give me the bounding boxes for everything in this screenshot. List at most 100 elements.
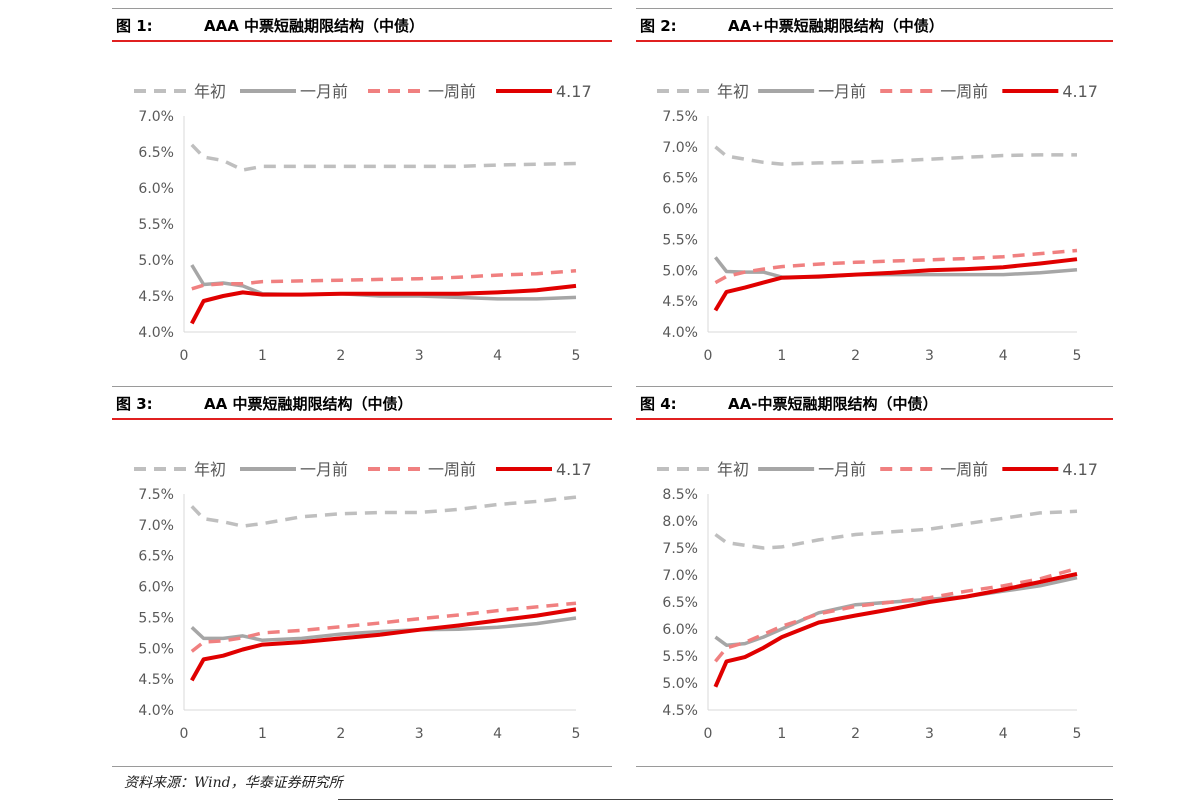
x-tick-label: 3 [925, 726, 934, 742]
y-tick-label: 4.5% [662, 294, 698, 310]
series-line-年初 [714, 145, 1077, 166]
series-line-一月前 [714, 575, 1078, 647]
x-tick-label: 3 [925, 348, 934, 364]
y-tick-label: 5.0% [662, 263, 698, 279]
legend-label: 4.17 [1062, 460, 1098, 479]
line-chart: 年初 一月前 一周前 4.17 4.0% 4.5% 5.0% 5.5% 6.0% 6.5% 7.0%… [656, 82, 1098, 364]
x-tick-label: 0 [180, 726, 189, 742]
legend-label: 年初 [194, 82, 226, 101]
y-tick-label: 6.0% [662, 622, 698, 638]
series-line-一周前 [190, 601, 577, 653]
y-tick-label: 6.5% [138, 145, 174, 161]
y-tick-label: 5.5% [662, 649, 698, 665]
y-tick-label: 8.0% [662, 514, 698, 530]
y-tick-label: 5.0% [138, 253, 174, 269]
chart-title: AA+中票短融期限结构（中债） [728, 17, 944, 35]
y-tick-label: 5.5% [662, 232, 698, 248]
x-tick-label: 1 [777, 348, 786, 364]
series-line-一周前 [714, 248, 1078, 285]
y-tick-label: 4.5% [138, 289, 174, 305]
y-tick-label: 7.5% [138, 487, 174, 503]
y-tick-label: 4.0% [138, 325, 174, 341]
chart-panel-4: 图 4: AA-中票短融期限结构（中债） 年初 一月前 一周前 4.17 4.5% 5.0… [636, 386, 1113, 756]
chart-legend: 年初 一月前 一周前 4.17 [656, 82, 1098, 101]
legend-label: 一月前 [818, 460, 866, 479]
panel-top-rule [112, 8, 612, 9]
chart-title: AAA 中票短融期限结构（中债） [204, 17, 425, 35]
y-tick-label: 7.0% [138, 518, 174, 534]
x-tick-label: 2 [336, 348, 345, 364]
legend-label: 一月前 [300, 82, 348, 101]
x-tick-label: 0 [704, 348, 713, 364]
y-tick-label: 6.5% [138, 549, 174, 565]
y-tick-label: 6.5% [662, 171, 698, 187]
footer-divider-left [112, 766, 612, 767]
legend-label: 4.17 [556, 82, 592, 101]
y-tick-label: 7.0% [138, 109, 174, 125]
y-tick-label: 7.5% [662, 109, 698, 125]
legend-label: 年初 [717, 460, 749, 479]
panel-top-rule [636, 8, 1113, 9]
x-tick-label: 4 [999, 726, 1008, 742]
x-tick-label: 3 [415, 348, 424, 364]
x-tick-label: 1 [777, 726, 786, 742]
x-tick-label: 4 [493, 348, 502, 364]
x-tick-label: 1 [258, 726, 267, 742]
y-tick-label: 5.0% [662, 676, 698, 692]
panel-top-rule [112, 386, 612, 387]
chart-legend: 年初 一月前 一周前 4.17 [656, 460, 1098, 479]
footer-divider-right [636, 766, 1113, 767]
legend-label: 年初 [194, 460, 226, 479]
chart-title: AA 中票短融期限结构（中债） [204, 395, 413, 413]
series-line-4.17 [713, 571, 1078, 688]
panel-top-rule [636, 386, 1113, 387]
series-line-4.17 [190, 283, 577, 325]
line-chart: 年初 一月前 一周前 4.17 4.0% 4.5% 5.0% 5.5% 6.0% 6.5% 7.0%… [134, 82, 592, 364]
x-tick-label: 2 [851, 726, 860, 742]
figure-label: 图 3: [116, 395, 153, 413]
series-line-4.17 [190, 607, 577, 682]
legend-label: 一周前 [940, 460, 988, 479]
x-tick-label: 4 [493, 726, 502, 742]
series-line-4.17 [713, 257, 1078, 312]
y-tick-label: 7.0% [662, 568, 698, 584]
x-tick-label: 4 [999, 348, 1008, 364]
x-tick-label: 0 [704, 726, 713, 742]
y-tick-label: 7.0% [662, 140, 698, 156]
x-tick-label: 0 [180, 348, 189, 364]
x-tick-label: 5 [572, 348, 581, 364]
y-tick-label: 6.5% [662, 595, 698, 611]
figure-label: 图 1: [116, 17, 153, 35]
y-tick-label: 6.0% [138, 181, 174, 197]
x-tick-label: 5 [572, 726, 581, 742]
page-bottom-rule [338, 799, 1113, 800]
y-tick-label: 4.0% [662, 325, 698, 341]
legend-label: 一周前 [428, 82, 476, 101]
chart-panel-3: 图 3: AA 中票短融期限结构（中债） 年初 一月前 一周前 4.17 4.0% 4.5… [112, 386, 612, 756]
y-tick-label: 4.0% [138, 703, 174, 719]
legend-label: 一周前 [940, 82, 988, 101]
line-chart: 年初 一月前 一周前 4.17 4.0% 4.5% 5.0% 5.5% 6.0% 6.5% 7.0%… [134, 460, 592, 742]
x-tick-label: 3 [415, 726, 424, 742]
y-tick-label: 6.0% [138, 580, 174, 596]
chart-title: AA-中票短融期限结构（中债） [728, 395, 938, 413]
y-tick-label: 8.5% [662, 487, 698, 503]
x-tick-label: 1 [258, 348, 267, 364]
chart-panel-1: 图 1: AAA 中票短融期限结构（中债） 年初 一月前 一周前 4.17 4.0% 4.… [112, 8, 612, 378]
chart-panel-2: 图 2: AA+中票短融期限结构（中债） 年初 一月前 一周前 4.17 4.0% 4.5… [636, 8, 1113, 378]
figure-label: 图 2: [640, 17, 677, 35]
x-tick-label: 2 [851, 348, 860, 364]
series-line-一周前 [714, 566, 1078, 663]
chart-legend: 年初 一月前 一周前 4.17 [134, 460, 592, 479]
series-line-年初 [190, 143, 577, 172]
legend-label: 一月前 [818, 82, 866, 101]
figure-label: 图 4: [640, 395, 677, 413]
series-line-年初 [714, 509, 1078, 550]
chart-title-row: 图 2: AA+中票短融期限结构（中债） [636, 12, 1113, 42]
x-tick-label: 2 [336, 726, 345, 742]
series-line-年初 [190, 495, 577, 528]
legend-label: 一周前 [428, 460, 476, 479]
y-tick-label: 4.5% [138, 672, 174, 688]
legend-label: 4.17 [556, 460, 592, 479]
y-tick-label: 5.0% [138, 641, 174, 657]
